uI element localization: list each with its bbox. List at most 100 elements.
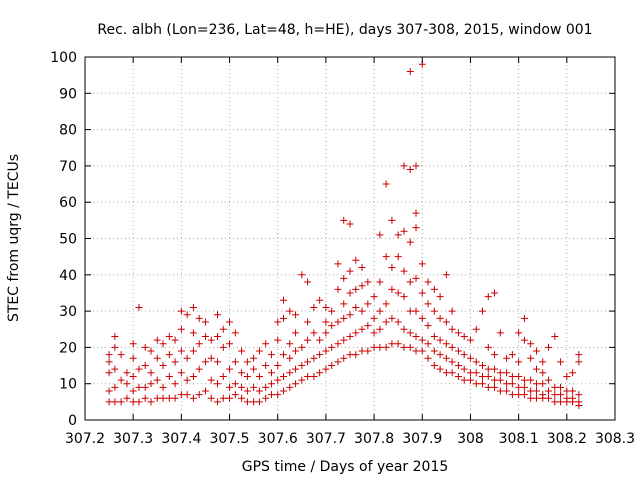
data-point xyxy=(171,380,179,388)
data-point xyxy=(255,398,263,406)
data-point xyxy=(400,343,408,351)
data-point xyxy=(153,354,161,362)
data-point xyxy=(346,267,354,275)
data-point xyxy=(527,340,535,348)
y-tick-label: 50 xyxy=(59,232,77,248)
data-point xyxy=(520,336,528,344)
data-point xyxy=(346,220,354,228)
data-point xyxy=(255,347,263,355)
data-point xyxy=(201,358,209,366)
data-point xyxy=(406,278,414,286)
data-point xyxy=(111,333,119,341)
data-point xyxy=(219,325,227,333)
data-point xyxy=(310,303,318,311)
data-point xyxy=(231,391,239,399)
data-point xyxy=(466,354,474,362)
data-point xyxy=(424,354,432,362)
data-point xyxy=(322,365,330,373)
data-point xyxy=(508,380,516,388)
data-point xyxy=(219,343,227,351)
data-point xyxy=(117,398,125,406)
data-point xyxy=(491,365,499,373)
data-point xyxy=(472,325,480,333)
data-point xyxy=(382,253,390,261)
data-point xyxy=(231,380,239,388)
data-point xyxy=(479,380,486,388)
data-point xyxy=(267,380,275,388)
data-point xyxy=(406,238,414,246)
data-point xyxy=(539,369,547,377)
data-point xyxy=(274,391,282,399)
data-point xyxy=(286,340,294,348)
y-tick-label: 90 xyxy=(59,86,77,102)
y-axis-label: STEC from uqrg / TECUs xyxy=(6,154,22,322)
data-point xyxy=(563,372,571,380)
data-point xyxy=(147,380,155,388)
data-point xyxy=(189,372,197,380)
data-point xyxy=(141,394,149,402)
data-point xyxy=(183,391,191,399)
data-point xyxy=(515,358,523,366)
data-point xyxy=(189,347,197,355)
data-point xyxy=(358,282,366,290)
y-tick-label: 40 xyxy=(59,268,77,284)
data-point xyxy=(436,314,444,322)
data-point xyxy=(424,340,432,348)
data-point xyxy=(147,347,155,355)
data-point xyxy=(442,354,450,362)
data-point xyxy=(520,391,528,399)
data-point xyxy=(243,372,251,380)
data-point xyxy=(267,351,275,359)
data-point xyxy=(442,318,450,326)
data-point xyxy=(557,383,565,391)
data-point xyxy=(394,231,402,239)
data-point xyxy=(304,358,312,366)
data-point xyxy=(388,314,396,322)
data-point xyxy=(195,314,203,322)
data-point xyxy=(117,376,125,384)
data-point xyxy=(219,394,227,402)
data-point xyxy=(503,369,511,377)
data-point xyxy=(322,329,330,337)
data-point xyxy=(575,391,583,399)
data-point xyxy=(539,391,547,399)
data-point xyxy=(328,343,336,351)
data-point xyxy=(171,358,179,366)
data-point xyxy=(532,387,540,395)
data-point xyxy=(569,369,577,377)
data-point xyxy=(430,285,438,293)
data-point xyxy=(328,322,336,330)
data-point xyxy=(508,372,516,380)
data-point xyxy=(165,351,173,359)
data-point xyxy=(129,387,137,395)
data-point xyxy=(352,351,360,359)
data-point xyxy=(539,358,547,366)
data-point xyxy=(214,333,221,341)
data-point xyxy=(406,343,414,351)
y-tick-label: 60 xyxy=(59,195,77,211)
data-point xyxy=(226,394,234,402)
x-tick-label: 307.9 xyxy=(402,431,442,447)
data-point xyxy=(195,365,203,373)
chart-title: Rec. albh (Lon=236, Lat=48, h=HE), days … xyxy=(97,22,592,38)
data-point xyxy=(310,372,318,380)
data-point xyxy=(274,376,282,384)
data-point xyxy=(340,216,348,224)
data-point xyxy=(466,376,474,384)
data-point xyxy=(412,274,420,282)
data-point xyxy=(472,369,480,377)
data-point xyxy=(123,394,131,402)
data-point xyxy=(406,166,414,174)
data-point xyxy=(280,296,288,304)
data-point xyxy=(364,300,372,308)
data-point xyxy=(340,354,348,362)
data-point xyxy=(569,394,577,402)
data-point xyxy=(557,398,565,406)
data-point xyxy=(129,354,137,362)
data-point xyxy=(286,383,294,391)
data-point xyxy=(448,369,456,377)
data-point xyxy=(460,351,468,359)
data-point xyxy=(304,372,312,380)
data-point xyxy=(250,383,258,391)
data-point xyxy=(316,296,324,304)
